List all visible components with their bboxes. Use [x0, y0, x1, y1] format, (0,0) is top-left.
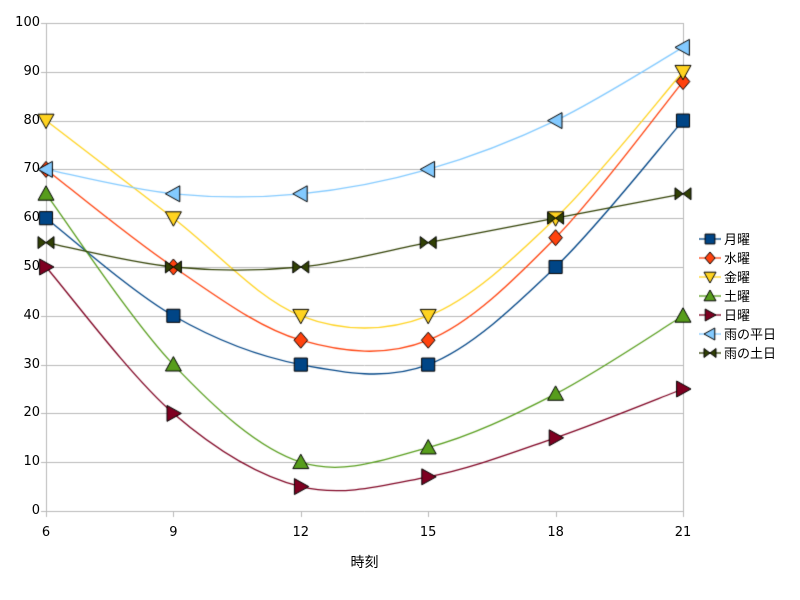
legend-item: 雨の土日: [699, 343, 776, 362]
legend-item-label: 金曜: [724, 271, 751, 286]
x-tick-label: 9: [169, 525, 178, 540]
y-tick-label: 10: [23, 454, 40, 470]
triangle-down-legend-marker-icon: [699, 268, 721, 285]
diamond-legend-marker-icon: [699, 249, 721, 266]
y-tick-label: 50: [23, 259, 40, 274]
y-tick-label: 20: [23, 405, 40, 421]
y-tick-label: 90: [23, 63, 40, 79]
bowtie-legend-marker-icon: [699, 344, 721, 361]
triangle-left-legend-marker-icon: [699, 325, 721, 342]
x-tick-label: 21: [674, 525, 692, 540]
legend-item: 日曜: [699, 305, 776, 324]
legend: 月曜水曜金曜土曜日曜雨の平日雨の土日: [699, 229, 776, 362]
triangle-right-legend-marker-icon: [699, 306, 721, 323]
y-tick-label: 0: [31, 503, 40, 518]
legend-item-label: 水曜: [724, 252, 751, 267]
legend-item: 雨の平日: [699, 324, 776, 343]
y-tick-label: 60: [23, 210, 40, 226]
square-legend-marker-icon: [699, 230, 721, 247]
y-tick-label: 30: [23, 356, 40, 372]
y-tick-label: 40: [23, 307, 40, 323]
legend-item-label: 雨の土日: [724, 347, 777, 362]
legend-item-label: 雨の平日: [724, 328, 777, 343]
legend-item: 月曜: [699, 229, 776, 248]
legend-item-label: 日曜: [724, 309, 751, 324]
x-axis-title: 時刻: [350, 555, 379, 571]
x-tick-label: 18: [547, 525, 564, 540]
legend-item: 土曜: [699, 286, 776, 305]
y-tick-label: 70: [23, 161, 40, 177]
legend-item: 金曜: [699, 267, 776, 286]
x-tick-label: 15: [419, 525, 437, 540]
x-tick-label: 12: [292, 525, 310, 540]
legend-item: 水曜: [699, 248, 776, 267]
legend-item-label: 月曜: [724, 233, 751, 248]
legend-item-label: 土曜: [724, 290, 751, 305]
triangle-up-legend-marker-icon: [699, 287, 721, 304]
x-tick-label: 6: [41, 525, 51, 540]
y-tick-label: 100: [15, 15, 40, 30]
y-tick-label: 80: [23, 112, 40, 128]
